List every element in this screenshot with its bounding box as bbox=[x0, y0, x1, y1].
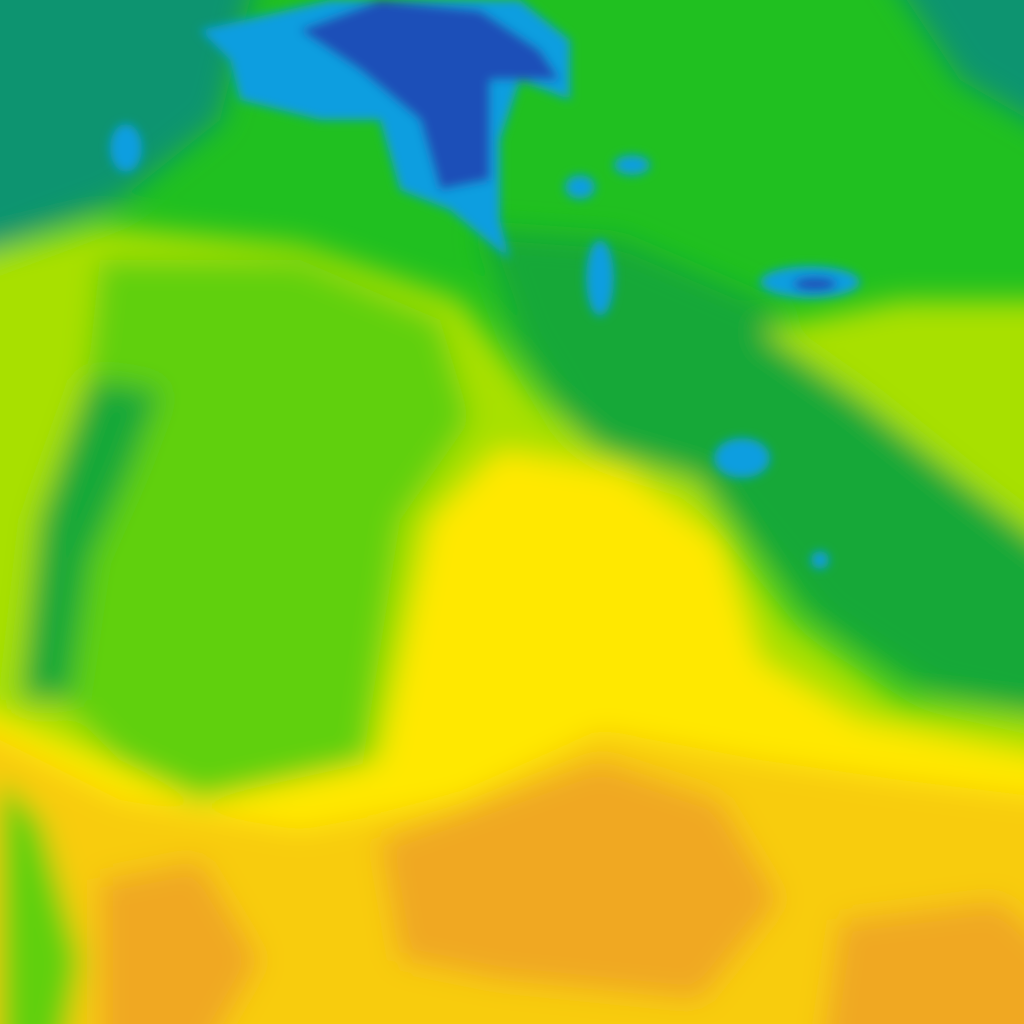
cold-spot bbox=[586, 240, 614, 316]
zone-teal-topleft bbox=[0, 0, 250, 245]
zone-teal-topright bbox=[906, 0, 1024, 117]
zone-left-darkgreen bbox=[20, 380, 160, 700]
zone-right-yellowgreen bbox=[760, 300, 1024, 530]
cold-spot bbox=[565, 175, 595, 199]
zone-orange-3 bbox=[825, 900, 1024, 1024]
zone-orange-2 bbox=[100, 860, 260, 1024]
cold-spot bbox=[811, 551, 829, 569]
cold-spot bbox=[793, 277, 837, 291]
cold-zone-deepblue bbox=[300, 0, 560, 190]
cold-spot bbox=[614, 155, 650, 175]
zone-orange-1 bbox=[380, 760, 780, 1000]
zone-left-strip-green bbox=[0, 780, 80, 1024]
cold-spot bbox=[110, 124, 142, 172]
zone-left-green bbox=[60, 260, 470, 800]
cold-spot bbox=[714, 438, 770, 478]
